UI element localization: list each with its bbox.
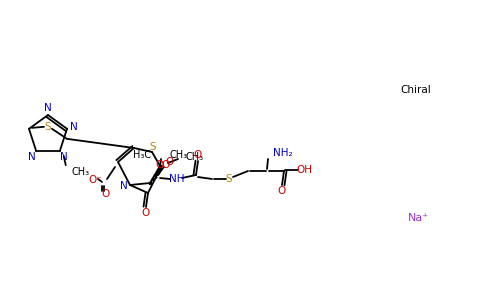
Text: Chiral: Chiral [400, 85, 431, 95]
Text: N: N [28, 152, 36, 162]
Text: O: O [161, 160, 169, 170]
Text: N: N [44, 103, 52, 113]
Text: S: S [45, 122, 51, 132]
Text: S: S [226, 174, 232, 184]
Text: O: O [142, 208, 150, 218]
Text: O: O [278, 186, 286, 196]
Text: CH₃: CH₃ [185, 152, 203, 162]
Text: N: N [60, 152, 68, 162]
Text: OH: OH [296, 165, 312, 175]
Text: O: O [101, 189, 109, 199]
Text: O⁻: O⁻ [88, 175, 102, 185]
Text: O: O [156, 160, 164, 170]
Text: CH₃: CH₃ [72, 167, 90, 177]
Text: CH₃: CH₃ [170, 150, 188, 160]
Text: H₃C: H₃C [133, 150, 151, 160]
Text: O: O [165, 157, 173, 167]
Text: N: N [70, 122, 77, 132]
Text: O: O [194, 150, 202, 160]
Text: NH₂: NH₂ [273, 148, 293, 158]
Text: Na⁺: Na⁺ [408, 213, 429, 223]
Text: S: S [150, 142, 156, 152]
Text: N: N [120, 181, 128, 191]
Text: NH: NH [169, 174, 185, 184]
